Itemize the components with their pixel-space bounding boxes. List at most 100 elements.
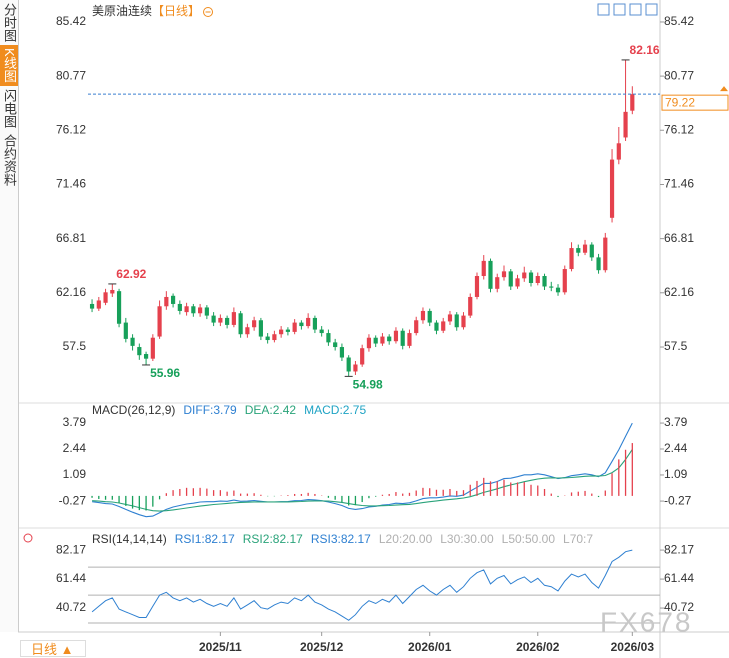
legend-entry: RSI1:82.17 <box>175 532 235 546</box>
candle-body <box>407 333 412 346</box>
toolbar <box>597 3 658 16</box>
tool-icon[interactable] <box>645 3 658 16</box>
candle-body <box>116 291 122 324</box>
candle-body <box>225 317 230 325</box>
candle-body <box>589 244 594 258</box>
y-tick-label: 82.17 <box>664 542 694 556</box>
y-tick-label: 40.72 <box>664 600 694 614</box>
extreme-label: 54.98 <box>353 378 383 392</box>
rsi-line <box>91 549 633 621</box>
x-tick-label: 2026/02 <box>516 640 560 654</box>
y-tick-label: 71.46 <box>664 177 694 191</box>
tool-icon[interactable] <box>597 3 610 16</box>
candle-body <box>245 327 250 335</box>
candle-body <box>366 337 372 349</box>
y-tick-label: 57.5 <box>664 339 688 353</box>
y-tick-label: 82.17 <box>56 542 86 556</box>
candle-body <box>569 248 574 270</box>
legend-entry: RSI2:82.17 <box>243 532 303 546</box>
candle-body <box>393 330 399 342</box>
candle-body <box>427 310 432 323</box>
y-tick-label: 61.44 <box>56 571 86 585</box>
y-tick-label: 71.46 <box>56 177 86 191</box>
candle-body <box>387 336 392 342</box>
candle-body <box>89 303 95 309</box>
sidebar: 分时图 K线图 闪电图 合约资料 <box>0 0 19 632</box>
candle-body <box>96 300 101 309</box>
candle-body <box>468 296 473 316</box>
dropdown-arrow: ▲ <box>60 642 74 657</box>
y-tick-label: 57.5 <box>63 339 87 353</box>
extreme-label: 62.92 <box>116 267 146 281</box>
candle-body <box>319 329 324 334</box>
candle-body <box>265 336 270 341</box>
y-tick-label: 85.42 <box>664 14 694 28</box>
candle-body <box>501 271 507 278</box>
candle-body <box>231 312 236 325</box>
candle-body <box>150 337 155 359</box>
sidebar-tab[interactable]: K线图 <box>0 45 18 86</box>
sidebar-tab[interactable]: 闪电图 <box>2 88 17 128</box>
legend-entry: RSI(14,14,14) <box>92 532 167 546</box>
y-tick-label: 61.44 <box>664 571 694 585</box>
y-tick-label: 62.16 <box>664 285 694 299</box>
last-price-box <box>661 94 729 111</box>
sidebar-tab[interactable]: 合约资料 <box>2 133 17 186</box>
candle-body <box>576 248 581 253</box>
candle-body <box>522 272 527 279</box>
y-tick-label: -0.27 <box>664 493 692 507</box>
period-button[interactable]: 日线 ▲ <box>20 640 86 657</box>
tool-icon[interactable] <box>613 3 626 16</box>
x-tick-label: 2026/01 <box>408 640 452 654</box>
y-tick-label: -0.27 <box>59 493 87 507</box>
candle-body <box>414 320 419 334</box>
sidebar-tab[interactable]: 分时图 <box>2 3 17 42</box>
candle-body <box>346 357 351 372</box>
candle-body <box>299 322 304 327</box>
candle-body <box>508 271 513 287</box>
legend-entry: MACD:2.75 <box>304 403 366 417</box>
y-tick-label: 62.16 <box>56 285 86 299</box>
candle-body <box>306 317 311 327</box>
candle-body <box>515 278 520 287</box>
tool-icon[interactable] <box>629 3 642 16</box>
candle-body <box>170 295 176 304</box>
y-tick-label: 66.81 <box>56 231 86 245</box>
legend-entry: L20:20.00 <box>379 532 433 546</box>
candle-body <box>211 315 216 323</box>
macd-line <box>92 422 633 518</box>
candle-body <box>441 321 446 331</box>
candle-body <box>542 276 547 287</box>
legend-entry: RSI3:82.17 <box>311 532 371 546</box>
y-tick-label: 80.77 <box>664 68 694 82</box>
x-tick-label: 2025/12 <box>300 640 344 654</box>
y-tick-label: 3.79 <box>664 415 688 429</box>
candle-body <box>292 322 297 332</box>
candle-body <box>630 94 635 111</box>
y-tick-label: 76.12 <box>664 122 694 136</box>
candle-body <box>272 334 277 341</box>
candle-body <box>279 329 284 335</box>
candle-body <box>488 260 493 289</box>
candle-body <box>285 329 290 332</box>
candle-body <box>434 322 439 331</box>
candle-body <box>103 292 108 303</box>
candle-body <box>339 347 345 358</box>
legend-entry: L70:7 <box>563 532 593 546</box>
candle-body <box>373 337 378 344</box>
last-price-arrow <box>720 86 728 92</box>
y-tick-label: 85.42 <box>56 14 86 28</box>
candle-body <box>143 354 149 359</box>
candle-body <box>238 313 243 335</box>
candle-body <box>137 347 142 356</box>
candle-body <box>616 143 621 160</box>
candle-body <box>204 307 209 316</box>
candle-body <box>603 237 608 271</box>
candle-body <box>258 320 263 337</box>
candle-body <box>130 337 135 346</box>
y-tick-label: 66.81 <box>664 231 694 245</box>
y-tick-label: 76.12 <box>56 122 86 136</box>
candle-body <box>333 342 338 348</box>
settings-icon[interactable] <box>23 533 33 543</box>
candle-body <box>191 306 196 314</box>
